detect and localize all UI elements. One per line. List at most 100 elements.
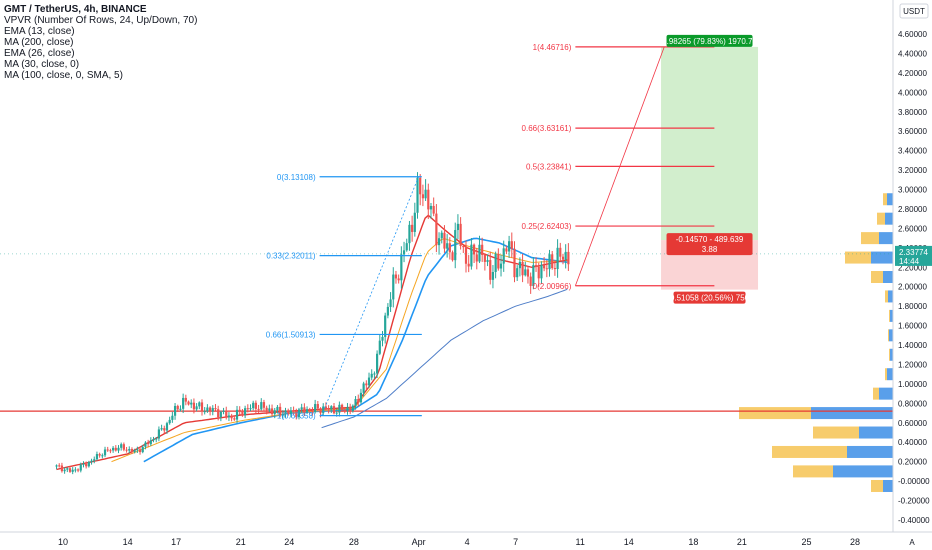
candle-body [117,447,120,451]
candle-body [524,269,527,276]
y-tick-label: 2.80000 [898,205,927,214]
volume-profile-up-bar [833,465,893,478]
candle-body [429,205,433,210]
current-price-value: 2.33774 [899,248,928,257]
candle-body [373,373,376,375]
candle-body [85,463,88,467]
candle-body [357,399,360,403]
candle-body [540,264,543,279]
x-tick-label: 21 [236,537,246,547]
candle-body [222,410,225,412]
candle-body [400,254,403,281]
legend-title: GMT / TetherUS, 4h, BINANCE [4,4,147,15]
quote-currency-box [899,3,929,19]
volume-profile-down-bar [871,271,883,283]
legend-indicator-ma100[interactable]: MA (100, close, 0, SMA, 5) [4,70,123,81]
candle-body [553,268,557,270]
candle-body [233,418,236,420]
candle-body [472,244,476,255]
candle-body [241,410,244,416]
y-tick-label: 4.60000 [898,30,927,39]
candle-body [427,189,430,210]
candle-body [402,250,406,255]
volume-profile-down-bar [885,368,887,381]
candle-body [182,397,185,409]
volume-profile-up-bar [890,309,893,322]
current-price-countdown: 14:44 [899,257,920,266]
y-tick-label: 1.80000 [898,302,927,311]
candle-body [211,408,214,412]
y-tick-label: 4.40000 [898,49,927,58]
volume-profile-up-bar [883,479,893,492]
candle-body [300,407,303,410]
candle-body [518,261,521,269]
legend-indicator-ma200[interactable]: MA (200, close) [4,37,74,48]
x-tick-label: 18 [688,537,698,547]
volume-profile-down-bar [889,348,890,361]
candle-body [265,407,268,411]
price-axis-background [893,0,932,550]
fib-retracement-level-label: 0.66(1.50913) [266,330,316,339]
y-tick-label: 2.00000 [898,283,927,292]
candle-body [459,223,462,247]
candle-body [66,468,69,470]
candle-body [534,265,538,267]
ma100-line [321,288,568,429]
candle-body [82,463,85,465]
candle-body [101,455,104,457]
candle-body [252,402,255,409]
legend-indicator-ema13[interactable]: EMA (13, close) [4,26,75,37]
candle-body [311,410,314,412]
candle-body [144,442,147,447]
candle-body [349,407,352,412]
candle-body [543,264,546,269]
legend-indicator-ma30[interactable]: MA (30, close, 0) [4,59,80,70]
candle-body [351,405,354,412]
candle-body [238,409,241,411]
volume-profile-down-bar [883,193,887,206]
candle-body [332,406,336,414]
candle-body [489,260,492,280]
candle-body [257,408,260,410]
candle-body [378,340,381,354]
volume-profile-up-bar [888,290,893,303]
candle-body [497,253,500,269]
candle-body [513,248,516,278]
candle-body [68,468,72,472]
candle-body [486,260,489,262]
candle-body [505,248,508,252]
candle-body [367,377,371,386]
fib-retracement-level-label: 1(0.67358) [277,412,316,421]
volume-profile-down-bar [793,465,833,478]
candle-body [561,256,565,260]
candle-body [279,406,282,416]
legend-indicator-ema26[interactable]: EMA (26, close) [4,48,75,59]
candle-body [354,399,357,406]
candle-body [343,409,346,411]
candle-body [163,428,166,431]
candle-body [152,439,155,441]
candle-body [76,469,80,471]
candle-body [510,241,513,249]
candle-body [316,404,319,409]
x-tick-label: Apr [412,537,426,547]
candle-body [416,177,419,213]
candle-body [322,406,325,414]
candle-body [346,407,349,411]
candle-body [125,449,128,451]
legend-indicator-vpvr[interactable]: VPVR (Number Of Rows, 24, Up/Down, 70) [4,15,198,26]
volume-profile-up-bar [889,329,893,342]
y-tick-label: -0.40000 [898,516,930,525]
position-entry-label-text: 3.88 [702,245,718,254]
volume-profile-down-bar [873,387,879,400]
candle-body [122,444,125,450]
candle-body [451,252,454,261]
candle-body [136,449,139,451]
volume-profile-up-bar [879,387,893,400]
candle-body [365,383,368,386]
candle-body [432,205,435,214]
candle-body [138,449,142,453]
candle-body [408,224,411,244]
candle-body [567,251,570,265]
